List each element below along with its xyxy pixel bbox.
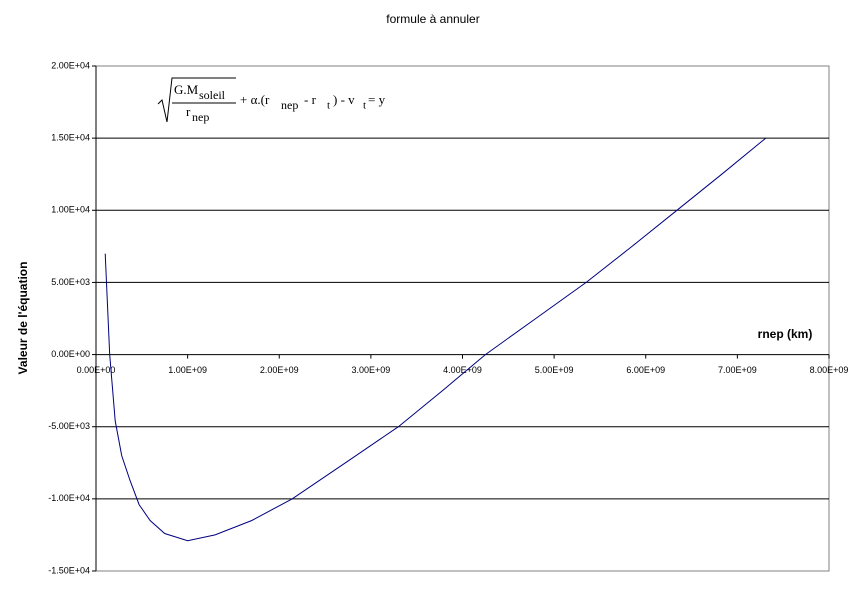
y-tick-label: 5.00E+03 bbox=[51, 277, 90, 287]
formula-part: soleil bbox=[199, 88, 226, 102]
y-tick-label: 1.50E+04 bbox=[51, 133, 90, 143]
formula-part: t bbox=[327, 100, 330, 112]
formula-part: - r bbox=[304, 92, 317, 107]
chart-title: formule à annuler bbox=[386, 12, 479, 26]
x-tick-label: 2.00E+09 bbox=[260, 365, 299, 375]
formula: G.M soleil r nep + α.(r nep - r t ) - v … bbox=[157, 77, 386, 124]
formula-part: + α.(r bbox=[240, 92, 270, 107]
y-axis-label: Valeur de l'équation bbox=[16, 262, 30, 375]
y-tick-label: -5.00E+03 bbox=[48, 421, 90, 431]
x-tick-label: 4.00E+09 bbox=[443, 365, 482, 375]
formula-part: r bbox=[186, 104, 191, 119]
x-axis-label: rnep (km) bbox=[758, 327, 813, 341]
x-tick-label: 3.00E+09 bbox=[351, 365, 390, 375]
plot-frame bbox=[95, 65, 830, 572]
y-tick-label: 2.00E+04 bbox=[51, 60, 90, 70]
formula-part: ) - v bbox=[333, 92, 355, 107]
x-tick-label: 7.00E+09 bbox=[718, 365, 757, 375]
x-tick-label: 5.00E+09 bbox=[535, 365, 574, 375]
formula-part: t bbox=[363, 100, 366, 112]
formula-part: nep bbox=[192, 110, 209, 124]
y-tick-label: -1.00E+04 bbox=[48, 493, 90, 503]
x-tick-label: 0.00E+00 bbox=[77, 365, 116, 375]
y-tick-label: -1.50E+04 bbox=[48, 565, 90, 575]
formula-part: = y bbox=[368, 92, 386, 107]
x-tick-label: 1.00E+09 bbox=[168, 365, 207, 375]
x-tick-label: 8.00E+09 bbox=[810, 365, 849, 375]
formula-part: G.M bbox=[174, 82, 199, 97]
y-tick-label: 0.00E+00 bbox=[51, 349, 90, 359]
x-tick-label: 6.00E+09 bbox=[626, 365, 665, 375]
formula-part: nep bbox=[281, 98, 298, 112]
series-line bbox=[104, 137, 767, 542]
sqrt-sign bbox=[157, 77, 236, 123]
y-tick-label: 1.00E+04 bbox=[51, 205, 90, 215]
